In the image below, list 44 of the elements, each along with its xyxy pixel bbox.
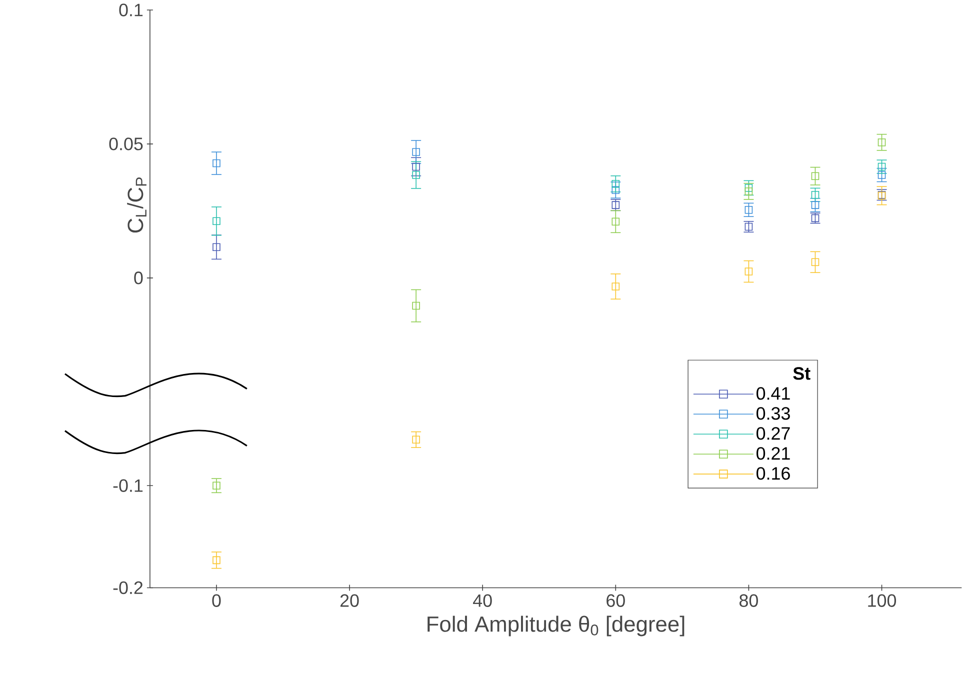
point — [212, 482, 220, 490]
point — [412, 148, 420, 156]
y-tick-label: -0.2 — [113, 582, 143, 594]
point — [744, 268, 753, 276]
y-axis-title: C$_{L}$/C$_{P}$ — [127, 178, 146, 233]
point — [212, 217, 220, 226]
legend-label: 0.16 — [756, 467, 790, 480]
x-tick-label: 0 — [212, 594, 221, 608]
point — [612, 282, 620, 291]
legend-label: 0.21 — [756, 447, 790, 460]
point — [212, 159, 220, 168]
point — [744, 206, 753, 214]
legend-label: 0.27 — [756, 427, 790, 440]
x-tick-label: 100 — [868, 594, 896, 608]
x-tick-label: 20 — [340, 594, 359, 608]
y-tick-label: 0.05 — [109, 138, 143, 150]
point — [412, 436, 420, 444]
x-tick-label: 60 — [606, 594, 625, 608]
point — [878, 171, 886, 180]
point — [811, 214, 820, 222]
point — [811, 191, 820, 199]
x-tick-label: 40 — [473, 594, 492, 608]
point — [412, 162, 420, 171]
point — [212, 556, 220, 564]
point — [412, 171, 420, 180]
point — [811, 258, 820, 266]
y-tick-label: -0.1 — [113, 479, 143, 492]
point — [612, 201, 620, 210]
y-tick-label: 0 — [134, 272, 143, 284]
y-tick-label: 0.1 — [119, 4, 143, 16]
x-tick-label: 80 — [740, 594, 758, 608]
legend-label: 0.41 — [756, 387, 790, 400]
legend-title: St — [793, 367, 810, 380]
point — [878, 162, 886, 171]
x-axis-title: Fold Amplitude θ$_{0}$ [degree] — [428, 616, 684, 636]
legend-label: 0.33 — [756, 407, 790, 420]
point — [612, 218, 620, 226]
point — [811, 172, 820, 180]
point — [878, 138, 886, 146]
point — [612, 186, 620, 194]
point — [412, 302, 420, 310]
point — [612, 180, 620, 188]
point — [811, 201, 820, 210]
point — [212, 243, 220, 252]
